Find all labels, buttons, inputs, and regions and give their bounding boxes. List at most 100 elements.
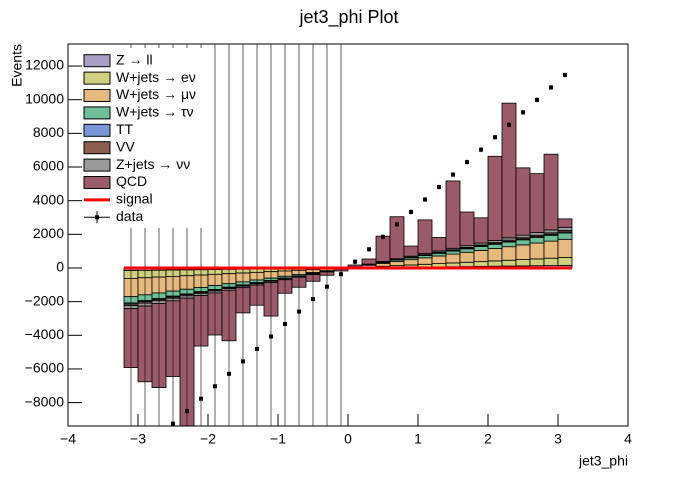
data-point [185,409,189,413]
stack-bar [488,249,502,261]
stack-bar [348,265,362,267]
data-point [367,247,371,251]
stack-bar [544,230,558,233]
stack-bar [418,220,432,254]
stack-bar [446,251,460,254]
legend: Z → llW+jets → eνW+jets → μνW+jets → τνT… [80,48,210,228]
data-point [283,322,287,326]
legend-swatch [84,90,110,102]
legend-label: QCD [116,173,147,189]
y-tick-label: 6000 [33,158,64,174]
legend-swatch [84,177,110,189]
stack-bar [376,263,390,266]
legend-swatch [84,159,110,171]
legend-label: W+jets → τν [116,104,194,120]
stack-bar [404,260,418,265]
y-tick-label: 8000 [33,124,64,140]
chart-title: jet3_phi Plot [298,7,398,28]
legend-label: Z+jets → νν [116,156,190,172]
x-tick-label: −4 [60,431,76,447]
data-point [507,123,511,127]
data-point [465,160,469,164]
stack-bar [446,263,460,267]
legend-label: W+jets → eν [116,69,196,85]
data-point [437,185,441,189]
stack-bar [530,174,544,233]
data-point [479,148,483,152]
legend-label: Z → ll [116,51,153,67]
y-tick-label: 4000 [33,191,64,207]
legend-swatch [84,55,110,67]
x-tick-label: 2 [484,431,492,447]
data-point [493,135,497,139]
legend-swatch [84,124,110,136]
y-tick-label: 0 [56,259,64,275]
stack-bar [460,252,474,262]
stack-bar [390,262,404,266]
stack-bar [488,261,502,266]
stack-bar [530,238,544,243]
stack-bar [432,237,446,250]
stack-bar [362,259,376,264]
stack-bar [488,244,502,248]
stack-bar [418,258,432,264]
legend-label: VV [116,138,135,154]
legend-label: data [116,208,143,224]
y-tick-label: −2000 [25,292,65,308]
x-tick-label: 0 [344,431,352,447]
data-point [451,173,455,177]
x-tick-label: 4 [624,431,632,447]
data-point [171,422,175,426]
legend-swatch [84,72,110,84]
data-point [563,73,567,77]
data-point [269,334,273,338]
stack-bar [544,258,558,265]
stack-bar [376,236,390,261]
stack-bar [404,246,418,256]
x-tick-label: −2 [200,431,216,447]
legend-swatch [84,142,110,154]
legend-swatch [84,107,110,119]
stack-bar [474,250,488,261]
stack-bar [432,256,446,264]
stack-bar [530,259,544,266]
stack-bar [502,260,516,266]
data-point [409,210,413,214]
data-point [535,98,539,102]
stack-bar [474,218,488,243]
data-point [325,285,329,289]
y-tick-label: −6000 [25,360,65,376]
x-tick-label: 1 [414,431,422,447]
x-tick-label: −1 [270,431,286,447]
stack-bar [530,233,544,236]
stack-bar [544,154,558,230]
data-point [395,222,399,226]
stack-bar [558,219,572,227]
stack-bar [516,168,530,235]
legend-label: W+jets → μν [116,86,196,102]
stack-bar [516,260,530,266]
data-point [549,85,553,89]
data-point [521,110,525,114]
y-tick-label: 10000 [25,90,64,106]
stack-bar [446,254,460,263]
stack-bar [558,227,572,230]
data-point [339,272,343,276]
x-tick-label: −3 [130,431,146,447]
stack-bar [446,181,460,248]
stack-bar [530,243,544,259]
stack-bar [544,241,558,258]
stack-bar [488,156,502,240]
data-point [213,384,217,388]
data-point [381,235,385,239]
legend-swatch [95,215,99,219]
stack-bar [432,264,446,267]
data-point [199,397,203,401]
data-point [423,197,427,201]
stack-bar [516,240,530,245]
data-point [255,347,259,351]
stack-bar [460,249,474,252]
data-point [353,260,357,264]
stack-bar [502,247,516,261]
